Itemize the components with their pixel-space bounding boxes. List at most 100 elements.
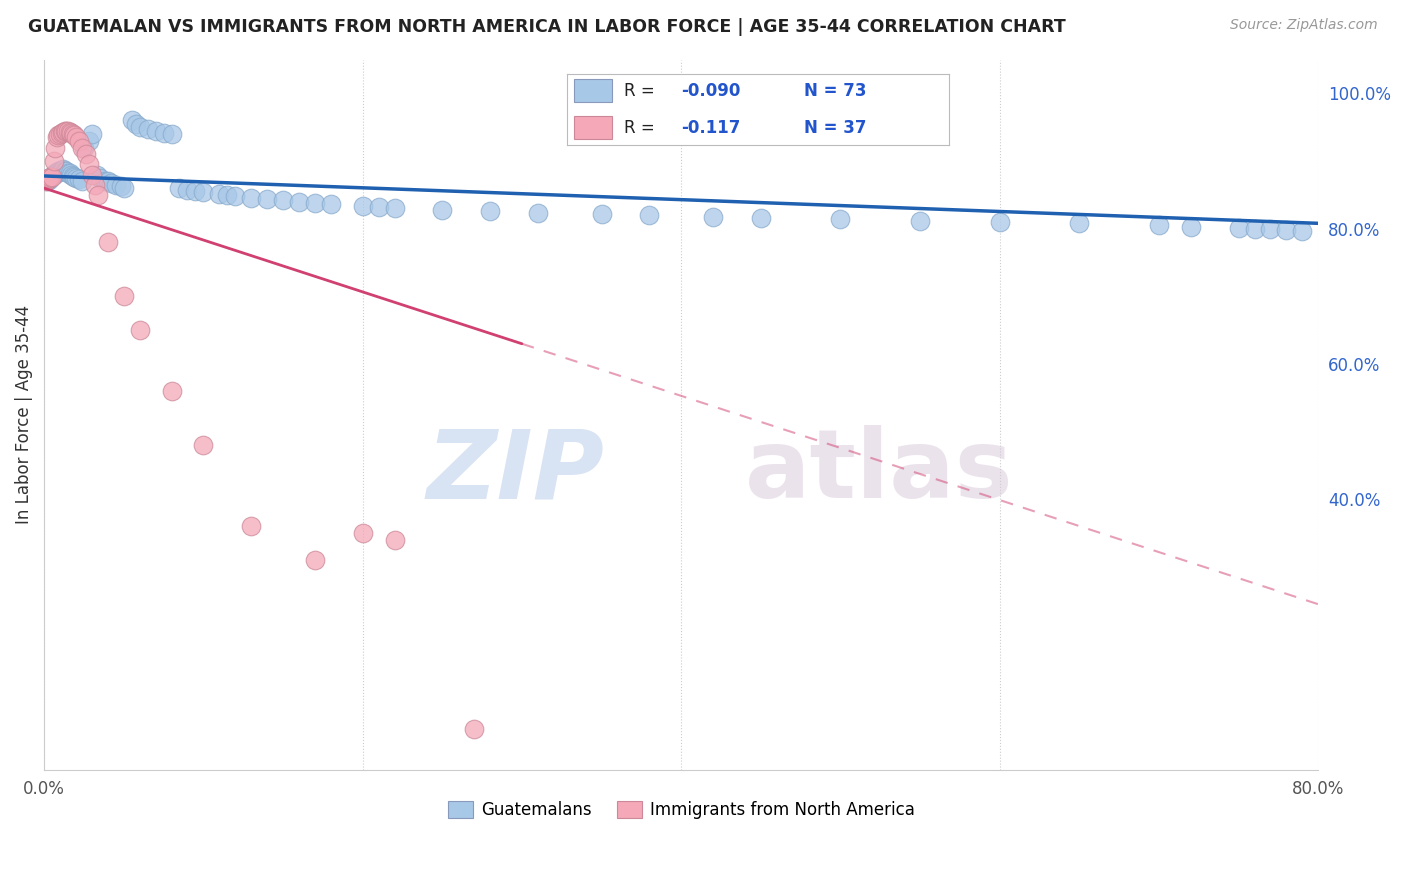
- Point: [77, 157, 100, 171]
- Point: [463, 723, 485, 737]
- Point: [240, 519, 263, 533]
- Point: [367, 200, 389, 214]
- Point: [60, 168, 83, 182]
- Point: [1291, 224, 1313, 238]
- Point: [75, 147, 97, 161]
- Point: [1243, 221, 1265, 235]
- Point: [58, 166, 80, 180]
- Point: [56, 165, 79, 179]
- Point: [84, 178, 107, 192]
- Point: [136, 121, 159, 136]
- Point: [112, 289, 135, 303]
- Point: [1260, 222, 1282, 236]
- Point: [37, 174, 59, 188]
- Point: [152, 126, 174, 140]
- Point: [42, 168, 65, 182]
- Text: ZIP: ZIP: [427, 425, 605, 518]
- Point: [51, 162, 73, 177]
- Point: [49, 163, 72, 178]
- Point: [1275, 223, 1298, 237]
- Text: atlas: atlas: [745, 425, 1014, 518]
- Point: [176, 182, 198, 196]
- Point: [988, 215, 1011, 229]
- Point: [432, 202, 454, 217]
- Point: [240, 191, 263, 205]
- Point: [72, 140, 94, 154]
- Point: [41, 169, 63, 184]
- Point: [53, 124, 76, 138]
- Point: [224, 189, 246, 203]
- Point: [48, 128, 70, 143]
- Point: [44, 140, 66, 154]
- Point: [62, 127, 84, 141]
- Point: [77, 134, 100, 148]
- Point: [55, 123, 77, 137]
- Point: [1069, 216, 1091, 230]
- Point: [45, 130, 67, 145]
- Point: [702, 210, 724, 224]
- Point: [56, 124, 79, 138]
- Point: [63, 128, 86, 143]
- Legend: Guatemalans, Immigrants from North America: Guatemalans, Immigrants from North Ameri…: [441, 794, 921, 826]
- Point: [271, 194, 294, 208]
- Point: [80, 168, 103, 182]
- Point: [208, 186, 231, 201]
- Point: [58, 125, 80, 139]
- Point: [52, 162, 75, 177]
- Point: [1227, 221, 1250, 235]
- Point: [55, 164, 77, 178]
- Point: [67, 134, 90, 148]
- Text: Source: ZipAtlas.com: Source: ZipAtlas.com: [1230, 18, 1378, 32]
- Point: [72, 174, 94, 188]
- Point: [193, 185, 215, 199]
- Point: [352, 199, 374, 213]
- Point: [87, 188, 110, 202]
- Point: [100, 176, 122, 190]
- Point: [97, 174, 120, 188]
- Point: [44, 166, 66, 180]
- Point: [256, 192, 278, 206]
- Point: [97, 235, 120, 250]
- Point: [35, 174, 58, 188]
- Point: [193, 438, 215, 452]
- Point: [38, 173, 60, 187]
- Point: [67, 172, 90, 186]
- Point: [104, 178, 127, 192]
- Point: [41, 169, 63, 183]
- Point: [93, 174, 115, 188]
- Point: [39, 171, 62, 186]
- Point: [62, 169, 84, 183]
- Point: [49, 127, 72, 141]
- Point: [169, 181, 191, 195]
- Point: [184, 184, 207, 198]
- Point: [48, 164, 70, 178]
- Point: [42, 154, 65, 169]
- Point: [60, 126, 83, 140]
- Point: [110, 179, 132, 194]
- Point: [908, 213, 931, 227]
- Point: [45, 165, 67, 179]
- Point: [384, 533, 406, 547]
- Point: [65, 171, 87, 186]
- Point: [352, 526, 374, 541]
- Point: [89, 171, 111, 186]
- Point: [527, 205, 550, 219]
- Point: [128, 120, 150, 135]
- Point: [830, 212, 852, 227]
- Point: [304, 196, 326, 211]
- Point: [52, 125, 75, 139]
- Point: [65, 129, 87, 144]
- Point: [53, 163, 76, 178]
- Point: [160, 384, 183, 398]
- Point: [80, 127, 103, 141]
- Point: [73, 140, 96, 154]
- Point: [217, 188, 239, 202]
- Point: [638, 208, 661, 222]
- Point: [39, 170, 62, 185]
- Point: [86, 168, 108, 182]
- Point: [384, 202, 406, 216]
- Point: [128, 323, 150, 337]
- Point: [63, 170, 86, 185]
- Y-axis label: In Labor Force | Age 35-44: In Labor Force | Age 35-44: [15, 305, 32, 524]
- Point: [51, 126, 73, 140]
